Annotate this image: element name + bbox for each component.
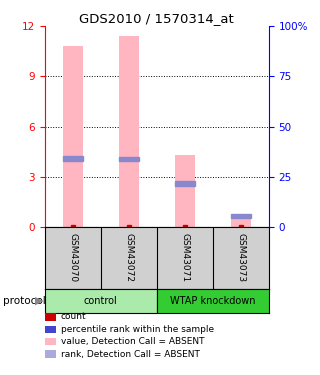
Text: ▶: ▶ bbox=[35, 296, 43, 306]
Text: GSM43070: GSM43070 bbox=[68, 233, 77, 282]
Text: GSM43073: GSM43073 bbox=[236, 233, 245, 282]
Bar bbox=[175, 181, 195, 186]
Text: WTAP knockdown: WTAP knockdown bbox=[170, 296, 256, 306]
Bar bbox=[119, 36, 139, 227]
Bar bbox=[119, 157, 139, 161]
Title: GDS2010 / 1570314_at: GDS2010 / 1570314_at bbox=[79, 12, 234, 25]
Bar bbox=[63, 46, 83, 227]
Bar bbox=[231, 214, 251, 218]
Bar bbox=[45, 289, 157, 313]
Text: count: count bbox=[61, 312, 86, 321]
Text: GSM43072: GSM43072 bbox=[124, 233, 133, 282]
Text: control: control bbox=[84, 296, 118, 306]
Text: protocol: protocol bbox=[3, 296, 46, 306]
Text: rank, Detection Call = ABSENT: rank, Detection Call = ABSENT bbox=[61, 350, 200, 358]
Bar bbox=[175, 155, 195, 227]
Text: value, Detection Call = ABSENT: value, Detection Call = ABSENT bbox=[61, 337, 204, 346]
Text: GSM43071: GSM43071 bbox=[180, 233, 189, 282]
Bar bbox=[231, 219, 251, 227]
Bar bbox=[63, 156, 83, 160]
Text: percentile rank within the sample: percentile rank within the sample bbox=[61, 325, 214, 334]
Bar bbox=[157, 289, 269, 313]
